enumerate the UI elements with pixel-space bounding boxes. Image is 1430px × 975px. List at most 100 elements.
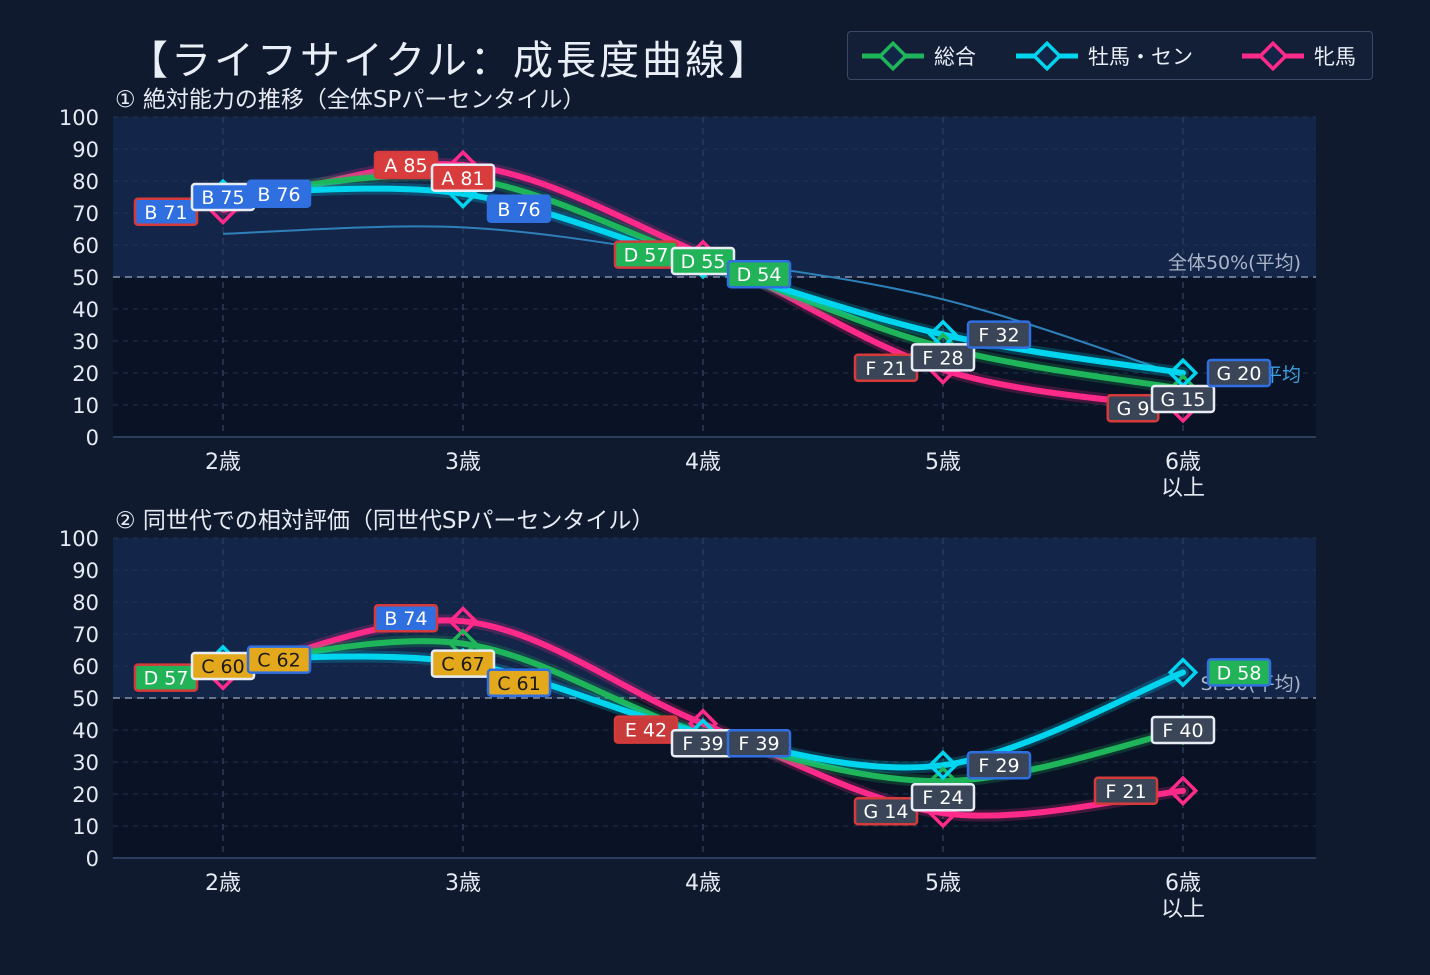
legend: 総合 牡馬・セン 牝馬 [847, 31, 1373, 80]
y-tick-label: 50 [72, 266, 99, 290]
data-label: C 61 [486, 668, 552, 698]
legend-item-male: 牡馬・セン [1014, 32, 1193, 79]
data-label-text: F 39 [738, 733, 779, 755]
data-label-text: D 57 [624, 245, 669, 267]
data-label-text: F 29 [978, 755, 1019, 777]
y-tick-label: 100 [59, 106, 99, 130]
data-label-text: B 75 [201, 187, 244, 209]
data-point [927, 319, 959, 350]
data-label-text: C 61 [497, 673, 540, 695]
data-label-text: G 20 [1217, 363, 1262, 385]
y-tick-label: 40 [72, 719, 99, 743]
data-label-text: C 60 [201, 656, 244, 678]
data-label: F 29 [966, 750, 1032, 780]
x-tick-label: 5歳 [925, 450, 961, 475]
data-label-text: B 76 [497, 199, 540, 221]
data-label-text: A 81 [441, 168, 484, 190]
legend-item-total: 総合 [860, 32, 976, 79]
y-tick-label: 90 [72, 138, 99, 162]
data-label-text: E 42 [625, 720, 667, 742]
plot-area-upper [113, 538, 1316, 698]
data-label: G 9 [1106, 393, 1160, 423]
x-tick-label: 5歳 [925, 871, 961, 896]
y-tick-label: 20 [72, 783, 99, 807]
data-label-text: G 15 [1161, 389, 1206, 411]
data-label-text: D 54 [737, 264, 782, 286]
legend-label-female: 牝馬 [1314, 44, 1356, 69]
data-label: G 14 [853, 796, 919, 826]
data-point [1167, 775, 1199, 807]
data-label: F 24 [910, 782, 976, 812]
data-label-box [430, 163, 496, 193]
data-label: B 71 [133, 197, 199, 227]
panel1-title: ① 絶対能力の推移（全体SPパーセンタイル） [115, 87, 586, 113]
data-label: B 76 [246, 179, 312, 209]
data-label-text: F 28 [922, 347, 963, 369]
data-label: E 42 [613, 715, 679, 744]
data-point [447, 605, 479, 637]
y-tick-label: 40 [72, 298, 99, 322]
data-label: F 21 [853, 353, 919, 383]
data-label-box [373, 603, 439, 633]
data-label-text: D 58 [1217, 662, 1262, 684]
data-label-text: G 9 [1117, 398, 1150, 420]
x-tick-label: 2歳 [205, 871, 241, 896]
data-label: F 39 [726, 728, 792, 758]
panel-2: 0102030405060708090100SP50(平均)2歳3歳4歳5歳6歳… [59, 527, 1316, 922]
data-label: F 28 [910, 343, 976, 372]
data-label-box [726, 728, 792, 758]
data-label: G 15 [1150, 384, 1216, 414]
legend-marker-female [1242, 40, 1304, 71]
y-tick-label: 50 [72, 687, 99, 711]
data-label-box [910, 343, 976, 372]
data-label-text: B 76 [257, 184, 300, 206]
data-label: F 21 [1093, 776, 1159, 806]
y-tick-label: 20 [72, 362, 99, 386]
chart-title: 【ライフサイクル：成長度曲線】 [128, 38, 771, 84]
legend-label-total: 総合 [934, 44, 976, 69]
data-label-text: B 71 [144, 202, 187, 224]
y-tick-label: 10 [72, 394, 99, 418]
data-label-box [1150, 384, 1216, 414]
data-label-box [1206, 658, 1272, 687]
data-label: A 85 [373, 150, 439, 180]
data-label: C 62 [246, 645, 312, 674]
reference-line-label: 平均 [1263, 364, 1301, 386]
y-tick-label: 10 [72, 815, 99, 839]
data-label: D 55 [670, 246, 736, 276]
data-point [1167, 657, 1199, 688]
data-label-text: F 32 [978, 325, 1019, 347]
x-tick-label: 以上 [1161, 897, 1205, 922]
data-label: B 74 [373, 603, 439, 633]
x-tick-label: 2歳 [205, 450, 241, 475]
data-label-box [1206, 358, 1272, 388]
data-label-box [486, 668, 552, 698]
data-label-box [910, 782, 976, 812]
data-label-box [726, 259, 792, 289]
data-point [927, 749, 959, 781]
x-tick-label: 4歳 [685, 450, 721, 475]
data-label-box [966, 750, 1032, 780]
x-tick-label: 6歳 [1165, 871, 1201, 896]
data-label-text: F 24 [922, 787, 963, 809]
data-label-text: G 14 [864, 801, 909, 823]
x-tick-label: 4歳 [685, 871, 721, 896]
data-label: D 58 [1206, 658, 1272, 687]
data-point [1167, 357, 1199, 389]
y-tick-label: 90 [72, 559, 99, 583]
data-label-box [246, 645, 312, 674]
y-tick-label: 70 [72, 202, 99, 226]
data-label-text: C 62 [257, 650, 300, 672]
legend-label-male: 牡馬・セン [1088, 44, 1193, 69]
data-label: D 57 [613, 240, 679, 269]
y-tick-label: 60 [72, 655, 99, 679]
data-label-text: C 67 [441, 654, 484, 676]
data-label: D 54 [726, 259, 792, 289]
data-label-box [1150, 715, 1216, 745]
x-tick-label: 6歳 [1165, 450, 1201, 475]
data-label: F 40 [1150, 715, 1216, 745]
data-label-box [133, 197, 199, 227]
data-label-box [966, 320, 1032, 349]
y-tick-label: 80 [72, 591, 99, 615]
